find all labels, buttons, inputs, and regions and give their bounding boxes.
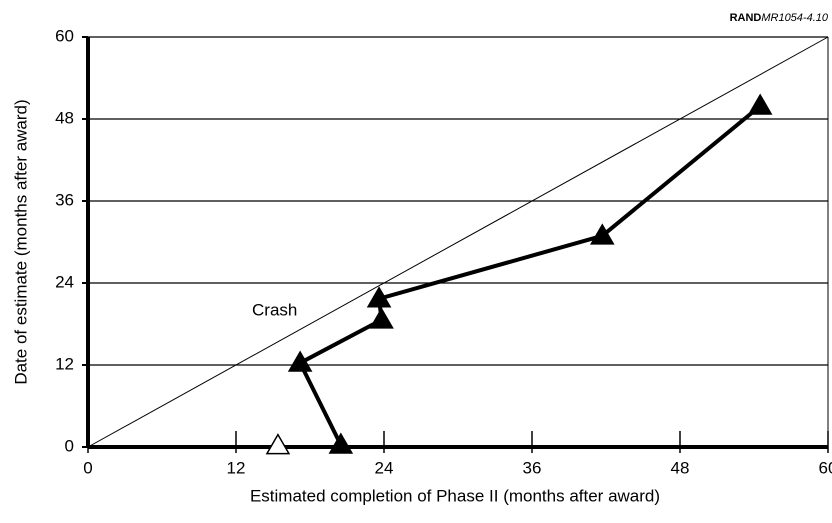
x-tick-label: 48: [671, 458, 690, 477]
point-marker: [366, 286, 392, 308]
x-tick-label: 60: [819, 458, 832, 477]
x-tick-label: 12: [227, 458, 246, 477]
series-line: [298, 104, 762, 446]
source-bold: RAND: [730, 12, 762, 24]
y-tick-label: 60: [55, 26, 74, 45]
x-tick-label: 36: [523, 458, 542, 477]
x-axis-label: Estimated completion of Phase II (months…: [250, 486, 660, 505]
x-tick-label: 24: [375, 458, 394, 477]
point-marker: [287, 350, 313, 372]
x-tick-label: 0: [83, 458, 92, 477]
point-marker: [265, 433, 291, 455]
diagonal-line: [87, 36, 829, 448]
point-marker: [369, 307, 394, 329]
point-marker: [328, 432, 354, 454]
y-tick-label: 12: [55, 354, 74, 373]
annotation: Crash: [252, 300, 297, 319]
point-marker: [747, 93, 773, 115]
y-tick-label: 0: [65, 436, 74, 455]
source-italic: MR1054-4.10: [761, 12, 829, 24]
source-label: RANDMR1054-4.10: [730, 12, 829, 24]
point-marker: [589, 223, 615, 245]
y-tick-label: 36: [55, 190, 74, 209]
y-tick-label: 24: [55, 272, 74, 291]
y-tick-label: 48: [55, 108, 74, 127]
y-axis-label: Date of estimate (months after award): [11, 99, 30, 384]
